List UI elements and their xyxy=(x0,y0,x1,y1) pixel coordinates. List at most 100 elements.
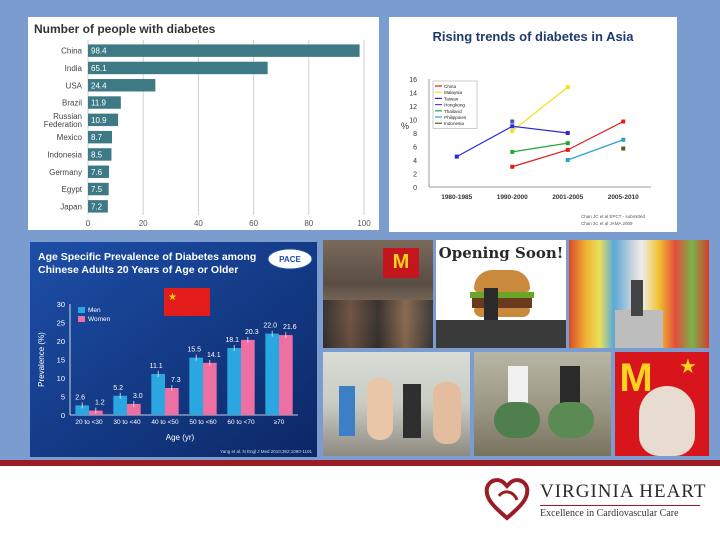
bar xyxy=(88,79,156,92)
child-figure-1 xyxy=(339,386,355,436)
burger-lettuce xyxy=(470,292,534,298)
series-point xyxy=(565,158,570,162)
legend-swatch xyxy=(78,316,85,322)
china-flag-star: ★ xyxy=(168,292,177,303)
bar xyxy=(113,395,127,415)
x-axis-label: Millions xyxy=(337,229,364,230)
stool-1 xyxy=(494,402,540,438)
series-point xyxy=(621,146,626,151)
legend-label: China xyxy=(444,84,456,89)
bar xyxy=(88,44,360,57)
y-tick-label: 10 xyxy=(409,118,417,125)
bar-value-label: 14.1 xyxy=(207,352,221,359)
x-tick-label: 2001-2005 xyxy=(552,194,583,201)
chart-title: Rising trends of diabetes in Asia xyxy=(432,29,634,44)
y-tick-label: 20 xyxy=(57,337,65,346)
bar xyxy=(88,200,108,213)
mcdonalds-sign xyxy=(383,248,419,278)
x-tick-label: 1980-1985 xyxy=(441,194,472,201)
bar xyxy=(88,148,112,161)
y-axis-label: % xyxy=(401,121,409,131)
woman-2 xyxy=(560,366,580,406)
category-label: India xyxy=(65,64,83,73)
y-tick-label: 15 xyxy=(57,356,65,365)
asia-trends-chart: Rising trends of diabetes in Asia 0 2 4 6 8 10… xyxy=(389,17,677,232)
bar-value-label: 1.2 xyxy=(95,400,105,407)
x-tick-label: 2005-2010 xyxy=(608,194,639,201)
baby-face xyxy=(639,386,695,456)
x-tick-label: 50 to <60 xyxy=(189,419,217,426)
bar-value-label: 20.3 xyxy=(245,329,259,336)
y-tick-label: 25 xyxy=(57,319,65,328)
pace-badge-label: PACE xyxy=(279,255,301,264)
y-axis-label: Prevalence (%) xyxy=(37,332,46,387)
bar-value-label: 22.0 xyxy=(263,323,277,330)
series-point xyxy=(621,137,626,142)
china-age-prevalence-chart-svg: Age Specific Prevalence of Diabetes amon… xyxy=(30,242,317,457)
bar-value-label: 7.5 xyxy=(91,185,103,194)
series-point xyxy=(565,131,570,135)
bar xyxy=(88,61,268,75)
bar-value-label: 18.1 xyxy=(225,337,239,344)
x-tick-label: 30 to <40 xyxy=(113,419,141,426)
series-point xyxy=(565,147,570,152)
burger-bun-top xyxy=(474,270,530,292)
series-line xyxy=(511,86,569,132)
bar xyxy=(151,373,165,415)
y-tick-label: 8 xyxy=(413,131,417,138)
bar-value-label: 21.6 xyxy=(283,324,297,331)
y-tick-label: 14 xyxy=(409,91,417,98)
category-label: USA xyxy=(66,81,83,90)
bar xyxy=(241,339,255,415)
bar xyxy=(75,405,89,415)
legend-label: Taiwan xyxy=(444,96,459,101)
crowd xyxy=(323,300,433,348)
woman-1 xyxy=(508,366,528,406)
series-point xyxy=(510,124,515,129)
bar xyxy=(88,130,113,144)
burger-patty xyxy=(472,298,532,308)
photo-women-on-benches xyxy=(474,352,611,456)
series-point xyxy=(510,128,515,133)
logo-rule xyxy=(540,505,700,506)
x-tick-label: 80 xyxy=(304,219,313,228)
photo-opening-soon-burger: Opening Soon! xyxy=(436,240,566,348)
bar-value-label: 5.2 xyxy=(113,385,123,392)
bar xyxy=(279,335,293,415)
category-label: Russian xyxy=(53,112,82,121)
footer-accent-bar xyxy=(0,460,720,466)
x-tick-label: 60 to <70 xyxy=(227,419,255,426)
bar-value-label: 65.1 xyxy=(91,64,107,73)
legend-label: Women xyxy=(88,316,111,323)
mcdonalds-arches: M xyxy=(392,251,410,273)
category-label: Indonesia xyxy=(47,150,82,159)
heart-logo-icon xyxy=(484,478,530,521)
bar-value-label: 10.9 xyxy=(91,116,107,125)
burger-bun-bottom xyxy=(474,308,530,317)
category-label: China xyxy=(61,47,82,56)
photo-weighing-children xyxy=(323,352,470,456)
category-label: Federation xyxy=(44,120,82,129)
opening-soon-sign: Opening Soon! xyxy=(438,244,564,262)
footnote: Yang et al. N Engl J Med 2010;362:1090-1… xyxy=(220,449,312,454)
x-tick-label: 1990-2000 xyxy=(497,194,528,201)
legend-label: Hongkong xyxy=(444,103,465,108)
y-tick-label: 4 xyxy=(413,158,417,165)
child-figure-3 xyxy=(403,384,421,438)
shopper xyxy=(631,280,643,316)
x-tick-label: 20 xyxy=(139,219,148,228)
legend-label: Indonesia xyxy=(444,121,464,126)
footer xyxy=(0,460,720,540)
y-tick-label: 12 xyxy=(409,104,417,111)
aisle-floor xyxy=(615,310,663,348)
bar-value-label: 15.5 xyxy=(187,347,201,354)
legend-label: Philippines xyxy=(444,115,467,120)
child-figure-4 xyxy=(433,382,461,444)
bar xyxy=(127,403,141,415)
footnote: Chan JC et al EPCT - submitted xyxy=(581,214,645,219)
y-tick-label: 6 xyxy=(413,145,417,152)
source-note: Source: International Diabetes Federatio… xyxy=(31,229,170,230)
series-point xyxy=(565,141,570,146)
china-flag-star: ★ xyxy=(679,356,697,378)
x-tick-label: 0 xyxy=(86,219,91,228)
